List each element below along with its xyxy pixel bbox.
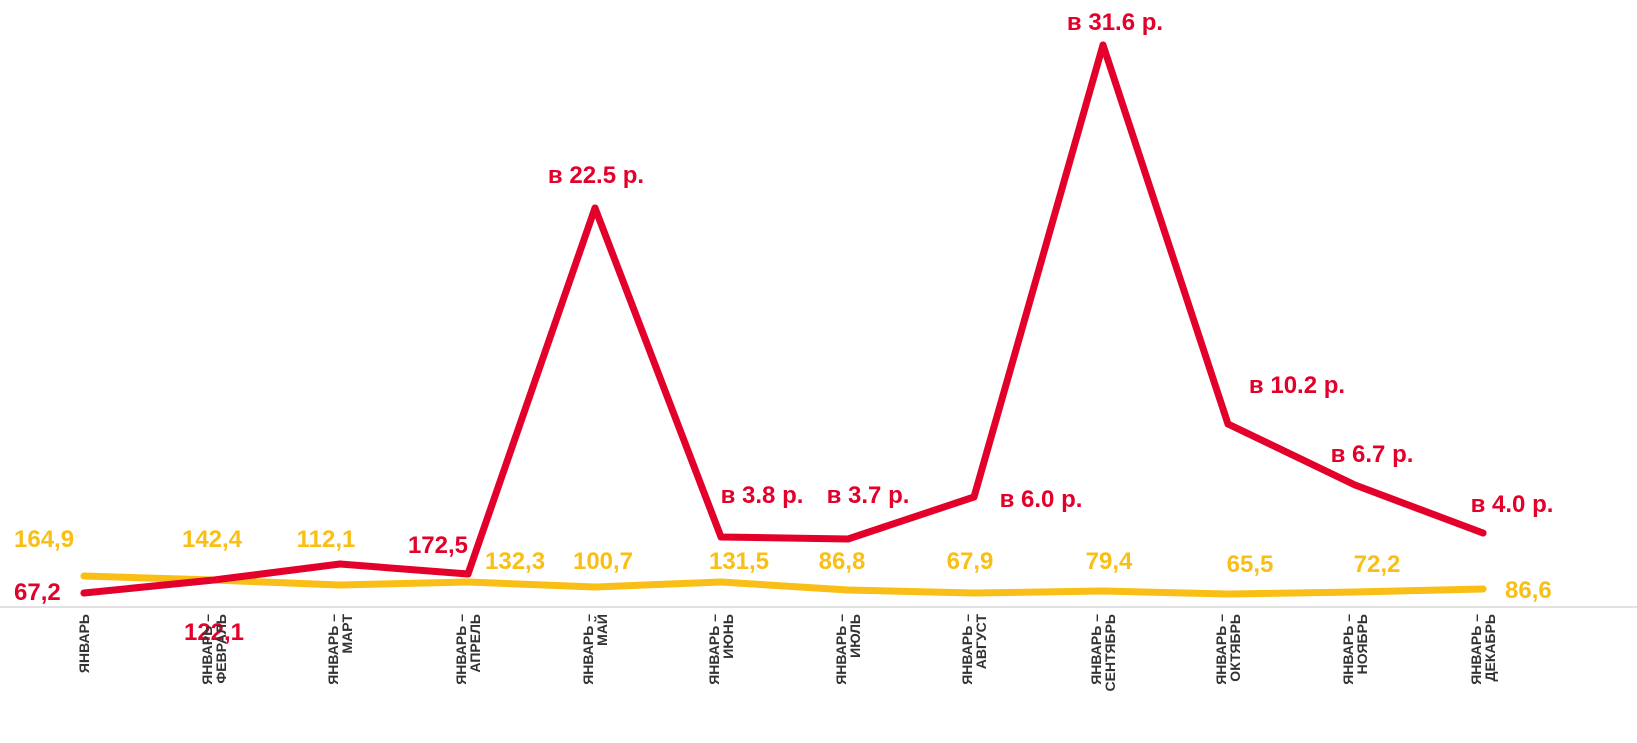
point-red [1224, 420, 1232, 428]
x-tick-label-line: ЯНВАРЬ – [1213, 614, 1229, 685]
data-labels-layer: 164,9 142,4 112,1 132,3 100,7 131,5 86,8 67,9 79… [14, 9, 1553, 646]
x-tick-label: ЯНВАРЬ –ФЕВРАЛЬ [199, 614, 229, 685]
data-label-red: 172,5 [408, 532, 468, 559]
point-yellow [970, 589, 978, 597]
data-label-yellow: 65,5 [1227, 551, 1274, 578]
data-label-red: в 10.2 р. [1249, 372, 1345, 399]
x-tick-label-line: АВГУСТ [973, 614, 989, 670]
x-tick-label-line: ЯНВАРЬ – [959, 614, 975, 685]
x-tick-label-line: АПРЕЛЬ [467, 614, 483, 673]
x-tick-label: ЯНВАРЬ –ДЕКАБРЬ [1468, 614, 1498, 685]
x-tick-label-line: ФЕВРАЛЬ [213, 614, 229, 684]
point-yellow [1099, 587, 1107, 595]
data-label-red: 122,1 [184, 619, 244, 646]
point-yellow [1351, 588, 1359, 596]
x-tick-label-line: ЯНВАРЬ – [580, 614, 596, 685]
data-label-yellow: 100,7 [573, 548, 633, 575]
point-red [464, 570, 472, 578]
series-line-red [80, 41, 1487, 597]
data-label-red: в 31.6 р. [1067, 9, 1163, 36]
data-label-yellow: 112,1 [297, 526, 356, 553]
x-tick-label-line: ИЮНЬ [720, 614, 736, 659]
data-label-yellow: 132,3 [485, 548, 545, 575]
data-label-yellow: 67,9 [947, 548, 994, 575]
point-yellow [717, 578, 725, 586]
data-label-red: в 6.7 р. [1331, 441, 1414, 468]
series-layer [80, 41, 1487, 598]
x-tick-label: ЯНВАРЬ –ИЮНЬ [706, 614, 736, 685]
x-tick-label: ЯНВАРЬ –СЕНТЯБРЬ [1088, 614, 1118, 692]
x-tick-label-line: ЯНВАРЬ – [325, 614, 341, 685]
data-label-red: в 3.7 р. [827, 482, 910, 509]
x-tick-label-line: МАРТ [339, 614, 355, 654]
data-label-red: в 3.8 р. [721, 482, 804, 509]
point-yellow [336, 581, 344, 589]
point-yellow [464, 578, 472, 586]
point-yellow [80, 572, 88, 580]
point-red [1479, 529, 1487, 537]
x-tick-label-line: ДЕКАБРЬ [1482, 614, 1498, 681]
point-yellow [844, 586, 852, 594]
x-tick-label-line: ЯНВАРЬ – [706, 614, 722, 685]
data-label-yellow: 131,5 [709, 548, 769, 575]
x-tick-label: ЯНВАРЬ –МАРТ [325, 614, 355, 685]
point-red [80, 589, 88, 597]
point-yellow [1224, 590, 1232, 598]
series-line-yellow [80, 572, 1487, 598]
data-label-yellow: 72,2 [1354, 551, 1401, 578]
x-tick-label-line: ЯНВАРЬ – [833, 614, 849, 685]
x-tick-label: ЯНВАРЬ –АВГУСТ [959, 614, 989, 685]
data-label-yellow: 79,4 [1086, 548, 1133, 575]
point-red [1351, 481, 1359, 489]
x-tick-label-line: ЯНВАРЬ – [1088, 614, 1104, 685]
data-label-yellow: 142,4 [182, 526, 243, 553]
x-tick-label-line: МАЙ [593, 614, 610, 646]
x-tick-labels-layer: ЯНВАРЬ ЯНВАРЬ –ФЕВРАЛЬ ЯНВАРЬ –МАРТ ЯНВАРЬ … [76, 614, 1498, 692]
x-tick-label: ЯНВАРЬ –ИЮЛЬ [833, 614, 863, 685]
x-tick-label-line: ЯНВАРЬ – [453, 614, 469, 685]
data-label-yellow: 164,9 [14, 526, 74, 553]
x-tick-label: ЯНВАРЬ –МАЙ [580, 614, 610, 685]
x-tick-label: ЯНВАРЬ –АПРЕЛЬ [453, 614, 483, 685]
data-label-yellow: 86,6 [1505, 577, 1552, 604]
data-label-red: 67,2 [14, 579, 61, 606]
data-label-red: в 22.5 р. [548, 162, 644, 189]
x-tick-label: ЯНВАРЬ [76, 614, 92, 673]
x-tick-label: ЯНВАРЬ –НОЯБРЬ [1340, 614, 1370, 685]
x-tick-label-line: ОКТЯБРЬ [1227, 614, 1243, 682]
x-tick-label-line: ЯНВАРЬ – [1340, 614, 1356, 685]
x-tick-label-line: ИЮЛЬ [847, 614, 863, 658]
point-red [210, 576, 218, 584]
x-tick-label-line: ЯНВАРЬ – [1468, 614, 1484, 685]
point-red [717, 533, 725, 541]
point-yellow [1479, 585, 1487, 593]
point-red [1099, 41, 1107, 49]
point-yellow [591, 583, 599, 591]
x-tick-label-line: ЯНВАРЬ [76, 614, 92, 673]
point-red [336, 560, 344, 568]
x-tick-label-line: СЕНТЯБРЬ [1102, 614, 1118, 691]
x-tick-label: ЯНВАРЬ –ОКТЯБРЬ [1213, 614, 1243, 685]
data-label-red: в 6.0 р. [1000, 486, 1083, 513]
point-red [591, 204, 599, 212]
point-red [970, 493, 978, 501]
data-label-red: в 4.0 р. [1471, 491, 1554, 518]
x-tick-label-line: НОЯБРЬ [1354, 614, 1370, 674]
x-tick-label-line: ЯНВАРЬ – [199, 614, 215, 685]
data-label-yellow: 86,8 [819, 548, 866, 575]
point-red [844, 535, 852, 543]
